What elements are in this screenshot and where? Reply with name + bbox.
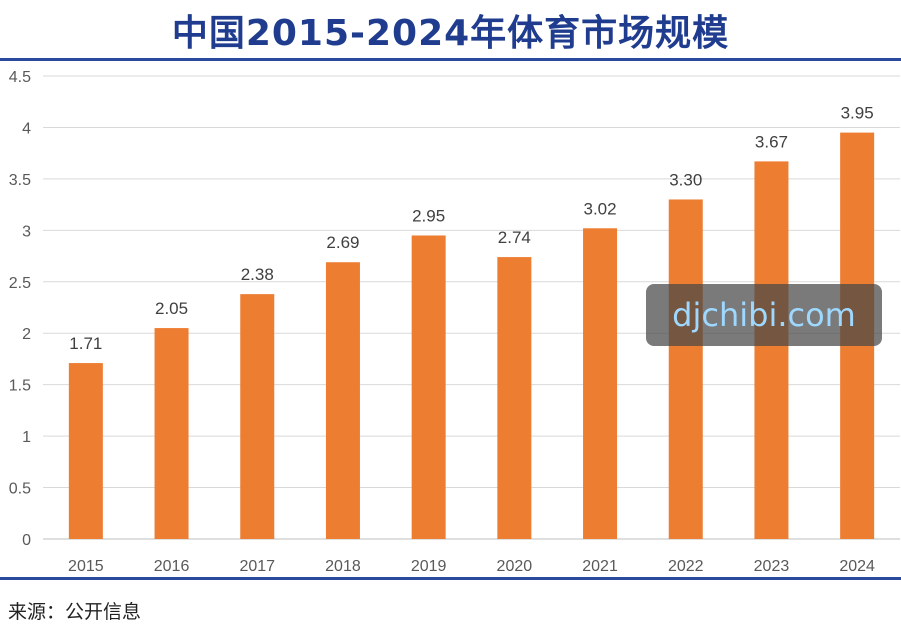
x-tick-label: 2020 [497,558,533,575]
x-tick-label: 2022 [668,558,704,575]
data-label: 2.38 [241,265,274,284]
footer-divider [0,577,901,580]
x-tick-label: 2017 [239,558,275,575]
bar [240,294,275,539]
title-divider [0,58,901,61]
data-label: 2.05 [155,299,188,318]
y-tick-label: 2.5 [9,275,31,292]
data-label: 3.02 [584,199,617,218]
bar-chart: 0 0.5 1 1.5 2 2.5 3 3.5 4 4.5 1.71 2015 2.05 2016 2.38… [9,69,900,575]
bar [754,161,789,540]
x-tick-label: 2015 [68,558,104,575]
y-tick-label: 3.5 [9,172,31,189]
bar [411,235,446,539]
x-tick-label: 2023 [754,558,790,575]
y-tick-label: 0.5 [9,481,31,498]
data-label: 3.95 [841,104,874,123]
x-tick-label: 2021 [582,558,618,575]
data-label: 2.69 [326,233,359,252]
y-tick-label: 4 [22,120,31,137]
bar [583,228,618,539]
chart-title: 中国2015-2024年体育市场规模 [171,13,730,54]
x-tick-label: 2016 [154,558,190,575]
data-label: 3.67 [755,132,788,151]
bar [154,328,189,539]
bar [68,363,103,539]
watermark: djchibi.com [646,284,882,346]
y-tick-label: 3 [22,223,31,240]
data-label: 1.71 [69,334,102,353]
x-tick-label: 2019 [411,558,447,575]
y-tick-label: 1.5 [9,378,31,395]
bar [668,199,703,539]
x-tick-label: 2018 [325,558,361,575]
data-label: 3.30 [669,170,702,189]
y-tick-label: 1 [22,429,31,446]
bar [497,257,532,539]
y-tick-label: 2 [22,326,31,343]
data-label: 2.95 [412,206,445,225]
bar [325,262,360,539]
y-tick-label: 0 [22,532,31,549]
y-tick-label: 4.5 [9,69,31,86]
data-label: 2.74 [498,228,531,247]
x-tick-label: 2024 [839,558,875,575]
source-note: 来源：公开信息 [8,601,142,623]
